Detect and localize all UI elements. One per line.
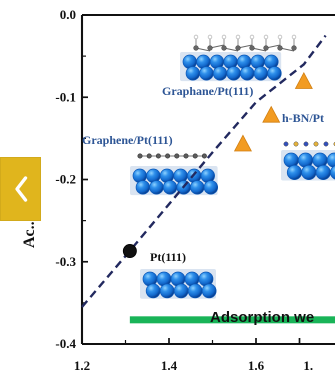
hbn-atom [315, 164, 331, 180]
y-tick-label: -0.3 [55, 254, 76, 269]
y-tick-label: -0.1 [55, 89, 76, 104]
y-tick-label: 0.0 [60, 7, 76, 22]
graphene-atom [162, 180, 178, 195]
graphane-label: Graphane/Pt(111) [162, 84, 253, 98]
graphene-atom [135, 180, 151, 195]
hbn-label: h-BN/Pt [282, 111, 324, 125]
x-tick-label: 1.4 [161, 358, 178, 373]
hbn-atom [303, 141, 309, 147]
axes-group [80, 13, 335, 346]
graphene-layer-atom [201, 153, 207, 159]
graphane-layer-hydrogen-atom [263, 34, 269, 40]
graphane-atom [212, 66, 228, 81]
graphene-atom [190, 180, 205, 195]
graphane-layer-carbon-atom [193, 45, 199, 51]
y-tick-label: -0.4 [55, 336, 76, 351]
pt111-atom [173, 283, 189, 299]
triangle-marker-1 [233, 134, 252, 152]
graphane-layer-carbon-atom [221, 45, 227, 51]
graphane-layer-carbon-atom [249, 45, 255, 51]
pt111-atom [187, 283, 203, 299]
graphane-layer-hydrogen-atom [291, 34, 297, 40]
x-tick-label: 1.2 [74, 358, 90, 373]
hbn-atom [286, 164, 302, 180]
graphane-layer [193, 34, 297, 52]
adsorption-band [129, 316, 335, 324]
graphane-layer-carbon-atom [291, 45, 297, 51]
hbn-atom [330, 165, 335, 180]
graphene-layer-atom [146, 153, 152, 159]
adsorption-band-label: Adsorption we [210, 309, 314, 326]
triangle-marker-3 [294, 71, 313, 89]
pt111-atom [201, 283, 217, 299]
hbn-atom [293, 141, 299, 147]
graphene-label: Graphene/Pt(111) [82, 133, 173, 147]
graphene-atom [203, 180, 219, 195]
graphene-atom [149, 180, 164, 195]
graphene-layer-atom [137, 153, 143, 159]
hbn-slab [281, 150, 335, 181]
triangle-marker-2 [262, 105, 281, 123]
hbn-atom [323, 141, 329, 147]
graphane-layer-carbon-atom [277, 45, 283, 51]
hbn-atom [313, 141, 319, 147]
graphane-layer-hydrogen-atom [235, 34, 241, 40]
graphane-atom [253, 66, 269, 81]
pt111-slab [140, 269, 217, 299]
chevron-left-icon [12, 175, 30, 203]
graphane-atom [226, 66, 241, 81]
pt111-marker [122, 244, 137, 259]
hbn-layer [283, 141, 335, 147]
graphane-layer-hydrogen-atom [193, 34, 199, 40]
graphane-layer-carbon-atom [207, 45, 213, 51]
graphane-atom [267, 66, 282, 81]
graphene-layer-atom [155, 153, 161, 159]
graphene-slab [130, 166, 219, 196]
graphane-layer-hydrogen-atom [207, 34, 213, 40]
marks-group [81, 34, 335, 324]
graphene-layer-atom [183, 153, 189, 159]
pt111-atom [145, 283, 161, 299]
x-tick-label: 1.6 [248, 358, 265, 373]
graphene-layer-atom [165, 153, 171, 159]
hbn-atom [283, 141, 289, 147]
graphene-layer-atom [174, 153, 180, 159]
graphane-atom [240, 66, 255, 81]
pt111-label: Pt(111) [150, 250, 186, 264]
graphane-layer-hydrogen-atom [277, 34, 283, 40]
labels-group: 0.0-0.1-0.2-0.3-0.41.21.41.61.1.8Ac...V)… [21, 7, 335, 373]
x-tick-label: 1. [303, 358, 313, 373]
graphene-layer [137, 153, 207, 159]
back-button[interactable] [0, 157, 41, 221]
graphane-layer-hydrogen-atom [249, 34, 255, 40]
graphane-layer-carbon-atom [263, 45, 269, 51]
hbn-atom [301, 164, 317, 180]
graphene-layer-atom [192, 153, 198, 159]
graphane-slab [180, 52, 282, 82]
graphane-atom [185, 66, 201, 81]
pt111-atom [159, 283, 175, 299]
y-tick-label: -0.2 [55, 172, 76, 187]
decor-group [130, 34, 335, 299]
graphane-atom [199, 66, 214, 81]
graphane-layer-carbon-atom [235, 45, 241, 51]
graphane-layer-hydrogen-atom [221, 34, 227, 40]
